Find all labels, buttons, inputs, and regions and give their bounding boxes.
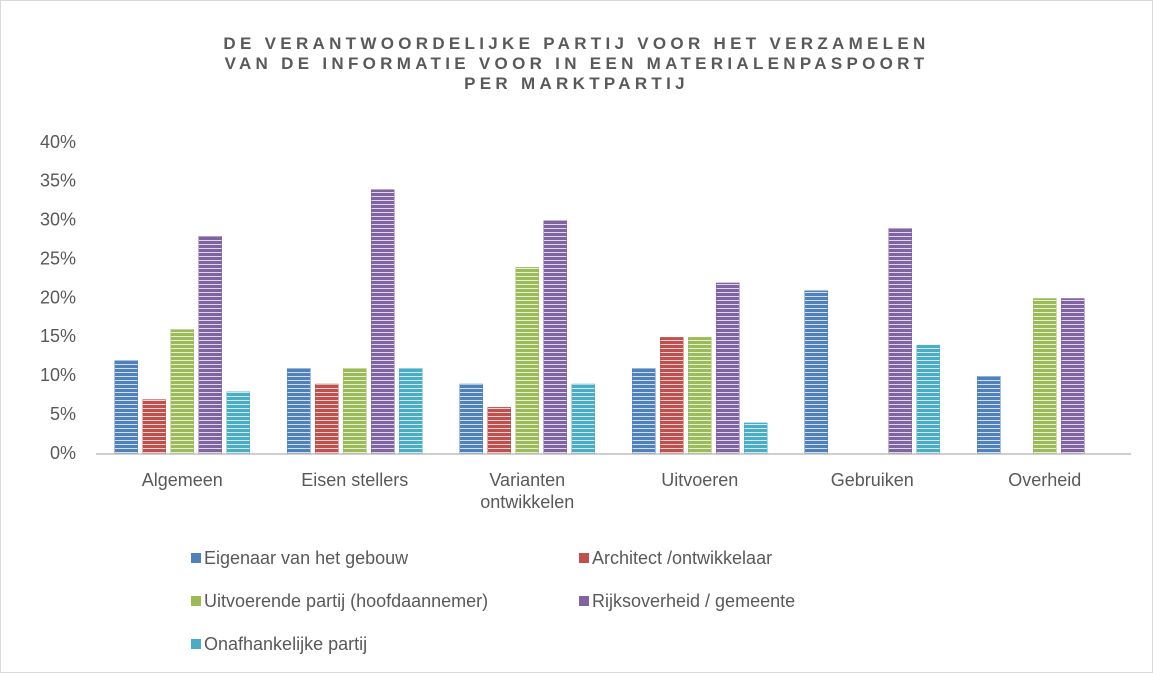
y-tick-label: 40% xyxy=(40,132,76,152)
legend-swatch xyxy=(191,639,201,649)
bar xyxy=(744,422,768,455)
bar xyxy=(1033,298,1057,455)
x-tick-label: Eisen stellers xyxy=(301,470,409,490)
bar xyxy=(142,399,166,455)
bar xyxy=(170,329,194,455)
legend-label: Uitvoerende partij (hoofdaannemer) xyxy=(204,591,489,611)
bar xyxy=(660,337,684,455)
legend-item: Onafhankelijke partij xyxy=(191,633,579,655)
y-tick-label: 10% xyxy=(40,365,76,385)
y-tick-label: 15% xyxy=(40,326,76,346)
y-tick-label: 30% xyxy=(40,210,76,230)
bar xyxy=(226,391,250,455)
y-tick-label: 0% xyxy=(50,443,76,463)
bar xyxy=(515,267,539,455)
x-tick-label: Varianten ontwikkelen xyxy=(480,470,575,512)
legend-swatch xyxy=(579,596,589,606)
x-tick-label: Overheid xyxy=(1008,470,1082,490)
chart-title: VAN DE INFORMATIE VOOR IN EEN MATERIALEN… xyxy=(224,54,929,73)
x-tick-label: Gebruiken xyxy=(830,470,914,490)
bar xyxy=(543,220,567,455)
legend-label: Architect /ontwikkelaar xyxy=(592,548,773,568)
bar xyxy=(315,383,339,455)
bar xyxy=(198,236,222,455)
chart-title: PER MARKTPARTIJ xyxy=(464,74,689,93)
legend-item: Rijksoverheid / gemeente xyxy=(579,590,795,612)
legend-swatch xyxy=(579,553,589,563)
bar xyxy=(977,376,1001,455)
y-tick-label: 5% xyxy=(50,404,76,424)
bar xyxy=(688,337,712,455)
legend-label: Rijksoverheid / gemeente xyxy=(592,591,796,611)
legend-label: Onafhankelijke partij xyxy=(204,634,368,654)
legend-label: Eigenaar van het gebouw xyxy=(204,548,409,568)
y-tick-label: 20% xyxy=(40,287,76,307)
bar xyxy=(487,407,511,455)
legend-swatch xyxy=(191,596,201,606)
bar xyxy=(632,368,656,455)
bar xyxy=(916,344,940,455)
bar xyxy=(343,368,367,455)
bar xyxy=(716,282,740,455)
bar xyxy=(287,368,311,455)
legend-item: Uitvoerende partij (hoofdaannemer) xyxy=(191,590,579,612)
legend: Eigenaar van het gebouw Architect /ontwik… xyxy=(191,547,795,655)
chart-title: DE VERANTWOORDELIJKE PARTIJ VOOR HET VER… xyxy=(223,34,930,53)
legend-swatch xyxy=(191,553,201,563)
bar xyxy=(399,368,423,455)
bar xyxy=(804,290,828,455)
bar xyxy=(1061,298,1085,455)
legend-item: Architect /ontwikkelaar xyxy=(579,547,795,569)
bar xyxy=(888,228,912,455)
x-tick-label: Algemeen xyxy=(141,470,223,490)
y-tick-label: 25% xyxy=(40,248,76,268)
y-tick-label: 35% xyxy=(40,171,76,191)
bar xyxy=(571,383,595,455)
x-tick-label: Uitvoeren xyxy=(661,470,739,490)
bar xyxy=(459,383,483,455)
bar xyxy=(114,360,138,455)
legend-item: Eigenaar van het gebouw xyxy=(191,547,579,569)
bar xyxy=(371,189,395,455)
